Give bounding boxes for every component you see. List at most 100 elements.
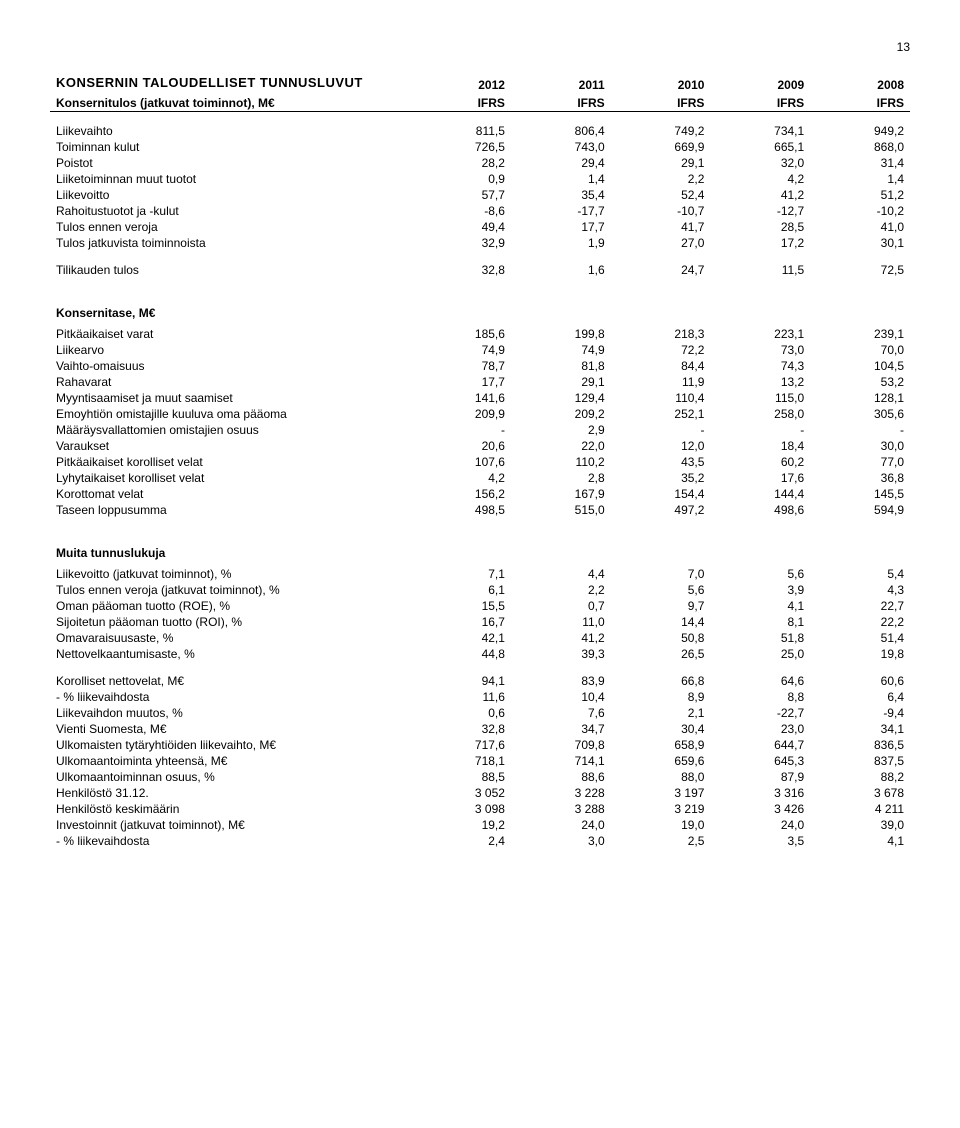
cell: 22,0 <box>511 438 611 454</box>
cell: 128,1 <box>810 390 910 406</box>
cell: 36,8 <box>810 470 910 486</box>
row-label: Emoyhtiön omistajille kuuluva oma pääoma <box>50 406 411 422</box>
row-label: Liikevoitto (jatkuvat toiminnot), % <box>50 566 411 582</box>
cell: 70,0 <box>810 342 910 358</box>
table-row: Liikevaihto811,5806,4749,2734,1949,2 <box>50 112 910 140</box>
cell: -12,7 <box>710 203 810 219</box>
cell: 28,2 <box>411 155 511 171</box>
cell: 27,0 <box>611 235 711 251</box>
col-year-4: 2008 <box>810 74 910 95</box>
cell: 42,1 <box>411 630 511 646</box>
cell: 726,5 <box>411 139 511 155</box>
row-label: Ulkomaantoiminta yhteensä, M€ <box>50 753 411 769</box>
cell: - <box>411 422 511 438</box>
cell: 709,8 <box>511 737 611 753</box>
cell: 17,7 <box>411 374 511 390</box>
cell: 3 426 <box>710 801 810 817</box>
table-row: Rahavarat17,729,111,913,253,2 <box>50 374 910 390</box>
table-row: Tulos jatkuvista toiminnoista32,91,927,0… <box>50 235 910 251</box>
cell: 88,0 <box>611 769 711 785</box>
cell: 5,4 <box>810 566 910 582</box>
cell: 145,5 <box>810 486 910 502</box>
cell: 497,2 <box>611 502 711 518</box>
cell: 25,0 <box>710 646 810 662</box>
cell: 218,3 <box>611 326 711 342</box>
cell: -8,6 <box>411 203 511 219</box>
row-label: Pitkäaikaiset varat <box>50 326 411 342</box>
cell: 4,3 <box>810 582 910 598</box>
cell: 13,2 <box>710 374 810 390</box>
cell: 31,4 <box>810 155 910 171</box>
table-row: Investoinnit (jatkuvat toiminnot), M€ 19,… <box>50 817 910 833</box>
cell: 167,9 <box>511 486 611 502</box>
cell: 28,5 <box>710 219 810 235</box>
row-label: Henkilöstö 31.12. <box>50 785 411 801</box>
col-ifrs-4: IFRS <box>810 95 910 112</box>
table-row: Vaihto-omaisuus78,781,884,474,3104,5 <box>50 358 910 374</box>
cell: 811,5 <box>411 112 511 140</box>
cell: 4,2 <box>710 171 810 187</box>
table-row: Tilikauden tulos 32,8 1,6 24,7 11,5 72,5 <box>50 251 910 278</box>
balance-title: Konsernitase, M€ <box>50 278 910 326</box>
table-row: Liikevoitto57,735,452,441,251,2 <box>50 187 910 203</box>
cell: 74,9 <box>511 342 611 358</box>
cell: 658,9 <box>611 737 711 753</box>
cell: 209,9 <box>411 406 511 422</box>
col-ifrs-1: IFRS <box>511 95 611 112</box>
cell: 129,4 <box>511 390 611 406</box>
cell: 32,0 <box>710 155 810 171</box>
row-label: Tulos ennen veroja <box>50 219 411 235</box>
cell: 41,2 <box>511 630 611 646</box>
cell: 2,1 <box>611 705 711 721</box>
row-label: Vaihto-omaisuus <box>50 358 411 374</box>
row-label: Liikevaihto <box>50 112 411 140</box>
cell: 74,3 <box>710 358 810 374</box>
cell: 743,0 <box>511 139 611 155</box>
col-year-0: 2012 <box>411 74 511 95</box>
table-row: Korottomat velat156,2167,9154,4144,4145,… <box>50 486 910 502</box>
cell: 115,0 <box>710 390 810 406</box>
cell: - <box>611 422 711 438</box>
cell: 72,5 <box>810 251 910 278</box>
row-label: Sijoitetun pääoman tuotto (ROI), % <box>50 614 411 630</box>
col-ifrs-0: IFRS <box>411 95 511 112</box>
cell: 1,4 <box>810 171 910 187</box>
row-label: Ulkomaantoiminnan osuus, % <box>50 769 411 785</box>
cell: 30,1 <box>810 235 910 251</box>
row-label: Pitkäaikaiset korolliset velat <box>50 454 411 470</box>
cell: 806,4 <box>511 112 611 140</box>
cell: 18,4 <box>710 438 810 454</box>
cell: 7,0 <box>611 566 711 582</box>
cell: 2,2 <box>511 582 611 598</box>
table-row: Vienti Suomesta, M€32,834,730,423,034,1 <box>50 721 910 737</box>
cell: 22,2 <box>810 614 910 630</box>
cell: 498,6 <box>710 502 810 518</box>
cell: 43,5 <box>611 454 711 470</box>
cell: 836,5 <box>810 737 910 753</box>
cell: 81,8 <box>511 358 611 374</box>
row-label: Ulkomaisten tytäryhtiöiden liikevaihto, … <box>50 737 411 753</box>
table-row: Taseen loppusumma498,5515,0497,2498,6594… <box>50 502 910 518</box>
cell: 498,5 <box>411 502 511 518</box>
cell: 29,1 <box>511 374 611 390</box>
cell: 2,9 <box>511 422 611 438</box>
cell: 669,9 <box>611 139 711 155</box>
cell: 3 288 <box>511 801 611 817</box>
cell: 73,0 <box>710 342 810 358</box>
cell: 156,2 <box>411 486 511 502</box>
row-label: Investoinnit (jatkuvat toiminnot), M€ <box>50 817 411 833</box>
cell: 717,6 <box>411 737 511 753</box>
cell: 4,1 <box>810 833 910 849</box>
cell: 19,0 <box>611 817 711 833</box>
cell: 3 098 <box>411 801 511 817</box>
cell: 88,6 <box>511 769 611 785</box>
table-row: Liikevoitto (jatkuvat toiminnot), %7,14,… <box>50 566 910 582</box>
cell: 837,5 <box>810 753 910 769</box>
cell: 209,2 <box>511 406 611 422</box>
table-row: Myyntisaamiset ja muut saamiset141,6129,… <box>50 390 910 406</box>
cell: 2,5 <box>611 833 711 849</box>
cell: 30,0 <box>810 438 910 454</box>
cell: 64,6 <box>710 662 810 689</box>
row-label: Vienti Suomesta, M€ <box>50 721 411 737</box>
cell: 665,1 <box>710 139 810 155</box>
